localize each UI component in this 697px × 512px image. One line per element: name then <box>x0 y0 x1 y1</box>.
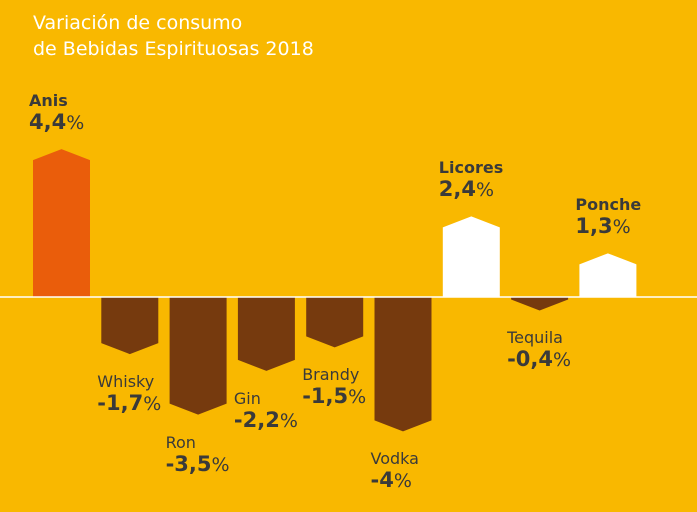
bar-anis <box>33 149 90 297</box>
value-label: 1,3% <box>575 214 641 239</box>
value-unit: % <box>476 179 495 202</box>
category-label: Tequila <box>507 328 563 348</box>
category-label: Gin <box>233 388 261 408</box>
bar-brandy <box>306 297 364 348</box>
category-label: Brandy <box>302 365 360 385</box>
value-unit: % <box>66 112 85 135</box>
value-unit: % <box>348 386 367 409</box>
value-label: -2,2% <box>234 408 298 433</box>
bar-licores <box>442 216 500 297</box>
category-label: Whisky <box>97 372 155 392</box>
value-label: -1,7% <box>97 391 161 416</box>
chart-title-line-2: de Bebidas Espirituosas 2018 <box>33 38 314 60</box>
bar-label-whisky: Whisky -1,7% <box>97 372 161 416</box>
value-number: -1,7 <box>97 391 144 416</box>
bar-label-tequila: Tequila -0,4% <box>507 328 571 372</box>
chart-title-line-1: Variación de consumo <box>33 12 243 34</box>
value-number: -1,5 <box>302 384 349 409</box>
bar-gin <box>237 297 295 371</box>
value-number: 1,3 <box>575 214 613 239</box>
value-number: 2,4 <box>438 177 476 202</box>
category-label: Ponche <box>575 195 642 215</box>
value-number: -2,2 <box>233 407 280 432</box>
category-label: Licores <box>438 158 504 178</box>
bar-ponche <box>579 253 637 297</box>
value-label: -1,5% <box>302 384 366 409</box>
bar-label-brandy: Brandy -1,5% <box>302 365 366 409</box>
bar-label-ron: Ron -3,5% <box>166 433 230 477</box>
bar-vodka <box>374 297 432 432</box>
category-label: Ron <box>165 432 196 452</box>
bar-label-licores: Licores 2,4% <box>439 158 503 202</box>
value-unit: % <box>143 393 162 416</box>
value-number: -4 <box>370 468 394 493</box>
value-label: 4,4% <box>29 110 84 135</box>
value-label: -0,4% <box>507 347 571 372</box>
bar-label-vodka: Vodka -4% <box>371 449 419 493</box>
value-unit: % <box>211 453 230 476</box>
value-label: -3,5% <box>166 452 230 477</box>
category-label: Vodka <box>370 449 419 469</box>
value-number: -3,5 <box>165 451 212 476</box>
chart-title: Variación de consumo de Bebidas Espiritu… <box>33 10 314 62</box>
value-number: 4,4 <box>29 110 67 135</box>
value-unit: % <box>393 470 412 493</box>
value-label: -4% <box>371 468 419 493</box>
bar-label-anis: Anis 4,4% <box>29 91 84 135</box>
value-label: 2,4% <box>439 177 503 202</box>
bar-tequila <box>511 297 569 311</box>
value-unit: % <box>279 409 298 432</box>
bar-label-ponche: Ponche 1,3% <box>575 195 641 239</box>
value-number: -0,4 <box>507 347 554 372</box>
bar-whisky <box>101 297 159 355</box>
bar-ron <box>169 297 227 415</box>
value-unit: % <box>612 216 631 239</box>
bar-label-gin: Gin -2,2% <box>234 389 298 433</box>
value-unit: % <box>553 349 572 372</box>
category-label: Anis <box>29 91 68 111</box>
